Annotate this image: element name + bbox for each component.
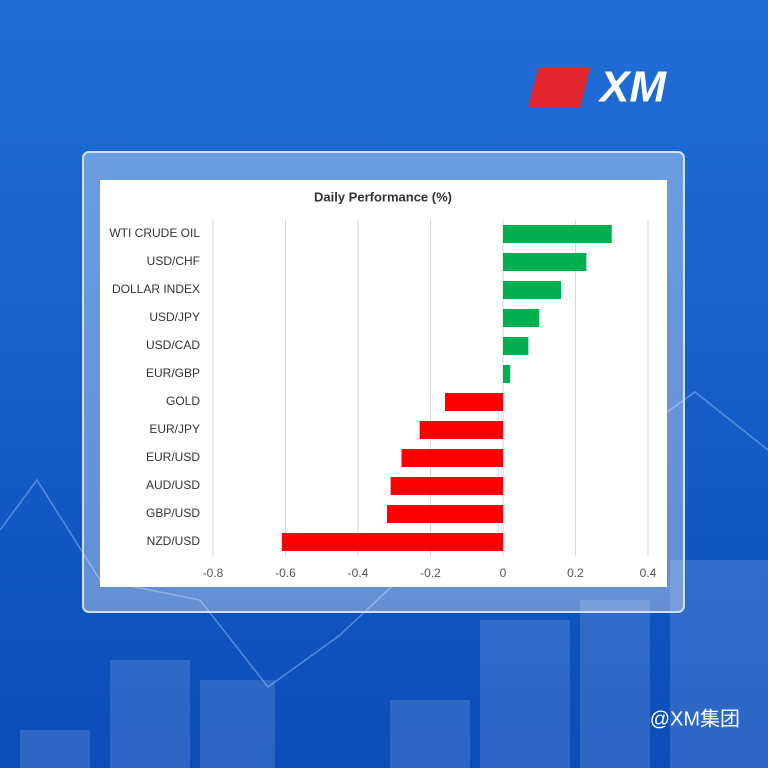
chart-area bbox=[100, 180, 667, 587]
bar bbox=[503, 281, 561, 299]
x-tick-label: -0.6 bbox=[275, 566, 296, 580]
bar bbox=[503, 337, 529, 355]
y-tick-label: USD/CHF bbox=[147, 254, 200, 268]
logo-text: XM bbox=[597, 63, 667, 112]
bar bbox=[401, 449, 503, 467]
bar bbox=[390, 477, 503, 495]
x-tick-label: 0.2 bbox=[567, 566, 584, 580]
y-tick-label: EUR/JPY bbox=[149, 422, 200, 436]
y-tick-label: WTI CRUDE OIL bbox=[109, 226, 200, 240]
x-tick-label: 0 bbox=[500, 566, 507, 580]
y-tick-label: GOLD bbox=[166, 394, 200, 408]
chart-title: Daily Performance (%) bbox=[314, 189, 452, 204]
bar bbox=[281, 533, 503, 551]
x-tick-label: 0.4 bbox=[640, 566, 657, 580]
bar bbox=[445, 393, 503, 411]
x-tick-label: -0.2 bbox=[420, 566, 441, 580]
bar bbox=[503, 253, 587, 271]
y-tick-label: DOLLAR INDEX bbox=[112, 282, 200, 296]
y-tick-label: USD/JPY bbox=[149, 310, 200, 324]
x-tick-label: -0.8 bbox=[203, 566, 224, 580]
bar bbox=[503, 309, 540, 327]
y-tick-label: AUD/USD bbox=[146, 478, 200, 492]
bar bbox=[503, 225, 612, 243]
bar bbox=[419, 421, 503, 439]
y-tick-label: GBP/USD bbox=[146, 506, 200, 520]
y-tick-label: EUR/GBP bbox=[146, 366, 200, 380]
decor-bars bbox=[20, 560, 768, 768]
bar bbox=[387, 505, 503, 523]
watermark: @XM集团 bbox=[650, 707, 740, 730]
x-tick-label: -0.4 bbox=[348, 566, 369, 580]
logo: XM bbox=[528, 63, 667, 112]
y-tick-label: USD/CAD bbox=[146, 338, 200, 352]
bar bbox=[503, 365, 511, 383]
y-tick-label: NZD/USD bbox=[147, 534, 201, 548]
plot: -0.8 -0.6 -0.4 -0.2 0 0.2 0.4 WTI CRUDE OIL USD/… bbox=[109, 220, 657, 580]
y-tick-label: EUR/USD bbox=[146, 450, 200, 464]
